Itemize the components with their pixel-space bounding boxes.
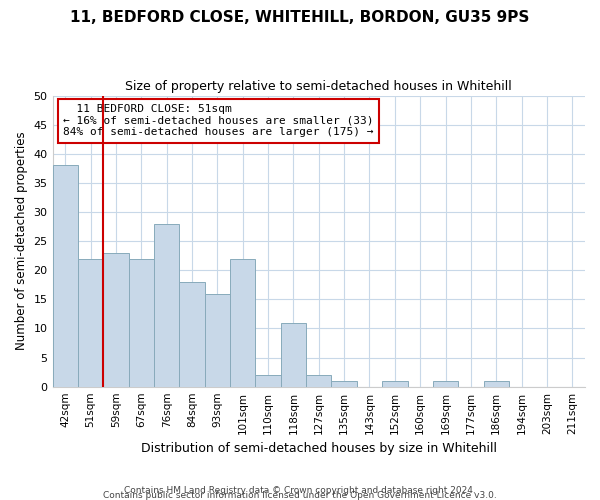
Text: Contains HM Land Registry data © Crown copyright and database right 2024.: Contains HM Land Registry data © Crown c… <box>124 486 476 495</box>
Bar <box>382 381 407 386</box>
Bar <box>205 294 230 386</box>
Bar <box>179 282 205 387</box>
Bar <box>128 258 154 386</box>
Bar <box>53 166 78 386</box>
Bar <box>256 375 281 386</box>
Bar <box>281 322 306 386</box>
Bar <box>331 381 357 386</box>
Y-axis label: Number of semi-detached properties: Number of semi-detached properties <box>15 132 28 350</box>
Text: 11 BEDFORD CLOSE: 51sqm
← 16% of semi-detached houses are smaller (33)
84% of se: 11 BEDFORD CLOSE: 51sqm ← 16% of semi-de… <box>63 104 374 138</box>
X-axis label: Distribution of semi-detached houses by size in Whitehill: Distribution of semi-detached houses by … <box>141 442 497 455</box>
Title: Size of property relative to semi-detached houses in Whitehill: Size of property relative to semi-detach… <box>125 80 512 93</box>
Bar <box>306 375 331 386</box>
Bar <box>433 381 458 386</box>
Bar <box>484 381 509 386</box>
Text: Contains public sector information licensed under the Open Government Licence v3: Contains public sector information licen… <box>103 490 497 500</box>
Bar <box>78 258 103 386</box>
Bar <box>230 258 256 386</box>
Text: 11, BEDFORD CLOSE, WHITEHILL, BORDON, GU35 9PS: 11, BEDFORD CLOSE, WHITEHILL, BORDON, GU… <box>70 10 530 25</box>
Bar <box>103 253 128 386</box>
Bar <box>154 224 179 386</box>
